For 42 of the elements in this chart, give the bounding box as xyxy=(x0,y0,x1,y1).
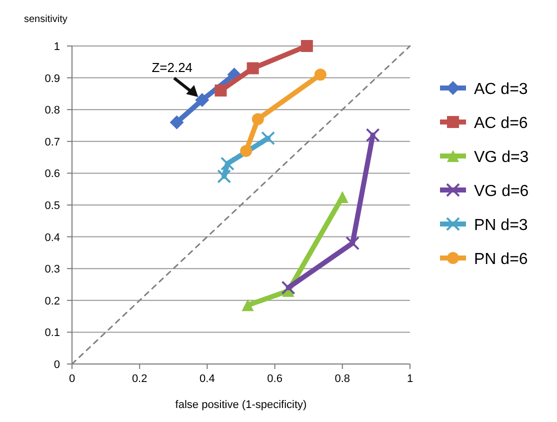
y-tick-label: 0.8 xyxy=(44,104,60,117)
point xyxy=(252,113,264,126)
x-tick-label: 0 xyxy=(68,373,76,385)
y-tick-label: 0.4 xyxy=(44,232,60,244)
point xyxy=(217,169,232,184)
x-tick-label: 0.4 xyxy=(200,373,215,385)
y-tick-label: 0.3 xyxy=(44,264,60,276)
point xyxy=(300,40,313,52)
x-tick-label: 0.8 xyxy=(334,373,350,385)
point xyxy=(261,131,276,146)
point xyxy=(242,299,254,312)
point xyxy=(366,128,380,142)
x-axis-title: false positive (1-specificity) xyxy=(175,399,307,411)
point xyxy=(214,84,227,97)
annotation: Z=2.24 xyxy=(152,60,193,76)
y-tick-label: 0.7 xyxy=(44,136,60,148)
y-tick-label: 0.5 xyxy=(44,200,60,212)
legend-label: PN d=6 xyxy=(474,251,528,268)
point xyxy=(195,93,210,108)
point xyxy=(170,115,184,130)
y-tick-label: 0.2 xyxy=(44,295,60,308)
x-tick-label: 1 xyxy=(406,373,414,385)
y-axis-title: sensitivity xyxy=(24,14,68,25)
legend-label: PN d=3 xyxy=(474,217,528,234)
point xyxy=(281,280,296,295)
legend-label: AC d=6 xyxy=(474,115,528,132)
y-tick-label: 0.6 xyxy=(44,168,60,180)
x-tick-label: 0.6 xyxy=(267,373,282,385)
legend-label: AC d=3 xyxy=(474,81,528,98)
y-tick-label: 0.9 xyxy=(44,72,60,85)
y-tick-label: 0.1 xyxy=(44,327,60,340)
legend-label: VG d=6 xyxy=(474,183,529,200)
point xyxy=(346,236,360,250)
y-tick-label: 0 xyxy=(54,359,60,371)
point xyxy=(240,144,252,157)
y-tick-label: 1 xyxy=(54,41,60,53)
legend-label: VG d=3 xyxy=(474,149,529,166)
point xyxy=(220,156,234,171)
x-tick-label: 0.2 xyxy=(132,373,148,385)
point xyxy=(336,191,348,204)
point xyxy=(314,68,326,81)
point xyxy=(246,62,259,74)
